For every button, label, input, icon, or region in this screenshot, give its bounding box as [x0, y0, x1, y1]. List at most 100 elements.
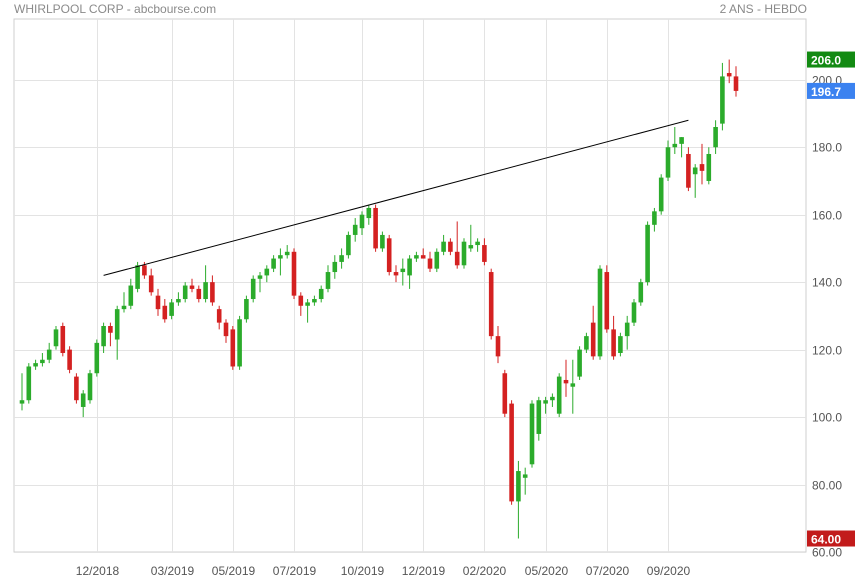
- candle-body: [652, 211, 657, 225]
- candle-body: [380, 234, 385, 249]
- candle-body: [706, 153, 712, 181]
- candle-body: [352, 224, 358, 235]
- candle-body: [305, 302, 310, 306]
- candle-body: [169, 302, 174, 316]
- candle-body: [237, 319, 242, 367]
- candle-body: [448, 241, 453, 252]
- candle-body: [271, 258, 276, 269]
- candle-body: [393, 272, 399, 276]
- candle-body: [597, 268, 603, 357]
- candle-body: [556, 376, 562, 414]
- candle-body: [570, 383, 576, 387]
- candle-body: [40, 359, 45, 364]
- candle-body: [80, 393, 86, 407]
- candle-body: [101, 326, 106, 347]
- x-tick-label: 07/2019: [273, 564, 317, 578]
- candle-body: [298, 295, 304, 306]
- candle-body: [339, 255, 344, 262]
- candle-body: [359, 214, 365, 229]
- candle-body: [604, 272, 610, 330]
- candle-body: [550, 396, 555, 401]
- candle-body: [516, 471, 521, 502]
- candle-body: [366, 207, 372, 219]
- candle-body: [128, 285, 134, 306]
- candle-body: [434, 251, 440, 269]
- candle-body: [74, 376, 79, 401]
- candle-body: [611, 329, 616, 357]
- y-tick-label: 100.0: [812, 411, 842, 425]
- candle-body: [60, 326, 66, 353]
- candle-body: [189, 285, 195, 289]
- last-price-badge: 196.7: [811, 85, 841, 99]
- trendline: [103, 119, 689, 276]
- y-tick-label: 120.0: [812, 344, 842, 358]
- candle-body: [257, 275, 263, 279]
- candle-body: [19, 400, 25, 404]
- candle-body: [284, 251, 290, 256]
- candle-body: [699, 164, 705, 171]
- candle-body: [182, 285, 188, 300]
- high-price-badge: 206.0: [811, 54, 841, 68]
- candle-body: [346, 234, 351, 256]
- x-tick-label: 02/2020: [463, 564, 507, 578]
- candle-body: [441, 241, 446, 252]
- candle-body: [679, 137, 684, 144]
- candle-body: [536, 400, 542, 434]
- high-price-badge-bg: [807, 51, 855, 68]
- candle-body: [692, 167, 698, 175]
- low-price-badge-bg: [807, 530, 855, 547]
- candle-body: [223, 322, 229, 337]
- candle-body: [713, 127, 718, 148]
- candle-body: [726, 73, 732, 77]
- candle-body: [414, 255, 419, 259]
- candle-body: [216, 309, 222, 323]
- candle-body: [318, 288, 324, 300]
- candle-body: [529, 403, 535, 465]
- candle-body: [631, 302, 637, 323]
- candle-body: [407, 258, 412, 276]
- candle-body: [142, 265, 147, 276]
- candle-body: [638, 282, 644, 303]
- candle-body: [135, 265, 140, 289]
- candle-body: [94, 342, 100, 374]
- chart-title: WHIRLPOOL CORP - abcbourse.com: [14, 2, 217, 16]
- candle-body: [672, 143, 678, 148]
- candle-body: [733, 76, 739, 91]
- candle-body: [325, 272, 331, 289]
- x-tick-label: 03/2019: [151, 564, 195, 578]
- candle-body: [291, 251, 297, 296]
- candle-body: [502, 373, 508, 414]
- candle-body: [108, 326, 113, 333]
- candle-body: [210, 282, 215, 303]
- candle-body: [482, 245, 487, 262]
- chart-period: 2 ANS - HEBDO: [719, 2, 807, 16]
- candle-body: [665, 147, 671, 178]
- x-tick-label: 05/2019: [212, 564, 256, 578]
- candle-body: [427, 258, 433, 269]
- candle-body: [577, 349, 582, 377]
- candle-body: [686, 153, 691, 188]
- candle-body: [46, 349, 52, 360]
- candle-body: [420, 255, 426, 259]
- candle-body: [468, 245, 474, 249]
- candle-body: [454, 251, 460, 266]
- candle-body: [148, 275, 154, 293]
- candle-body: [26, 366, 32, 401]
- candle-body: [67, 349, 72, 370]
- y-tick-label: 140.0: [812, 276, 842, 290]
- candle-body: [121, 305, 127, 310]
- candle-body: [176, 299, 181, 303]
- candle-body: [250, 278, 256, 300]
- y-tick-label: 160.0: [812, 209, 842, 223]
- candle-body: [400, 268, 406, 273]
- low-price-badge: 64.00: [811, 533, 841, 547]
- candle-body: [475, 241, 480, 246]
- candle-body: [624, 322, 630, 337]
- candle-body: [53, 329, 59, 347]
- y-tick-label: 60.00: [812, 546, 842, 560]
- candle-body: [264, 268, 270, 276]
- x-tick-label: 10/2019: [341, 564, 385, 578]
- candle-body: [543, 400, 548, 404]
- candle-body: [278, 255, 283, 259]
